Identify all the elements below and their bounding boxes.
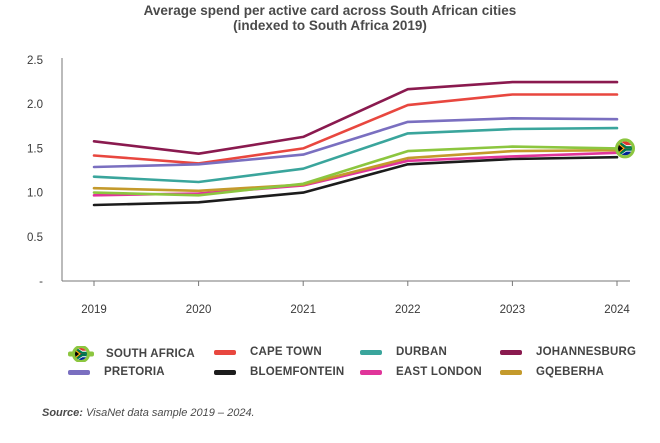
y-tick-label: 2.0 [27, 99, 43, 111]
x-tick-label: 2023 [500, 304, 526, 316]
series-line-pretoria [92, 117, 619, 169]
x-tick-label: 2020 [186, 304, 212, 316]
y-tick-label: 0.5 [27, 232, 43, 244]
source-text: VisaNet data sample 2019 – 2024. [86, 407, 255, 419]
x-tick-label: 2022 [395, 304, 421, 316]
series-line-cape-town [92, 93, 619, 165]
source-label: Source: [42, 407, 83, 419]
series-line-south-africa [92, 145, 619, 197]
chart-title: Average spend per active card across Sou… [143, 3, 517, 18]
series-line-johannesburg [92, 80, 619, 155]
series-line-durban [92, 126, 619, 184]
chart-subtitle: (indexed to South Africa 2019) [233, 18, 427, 33]
x-tick-label: 2019 [81, 304, 107, 316]
south-africa-flag-icon [615, 138, 635, 159]
x-tick-label: 2021 [290, 304, 316, 316]
series-line-bloemfontein [92, 155, 619, 207]
x-tick-label: 2024 [604, 304, 630, 316]
source-note: Source: VisaNet data sample 2019 – 2024. [42, 407, 255, 419]
series-line-gqeberha [92, 148, 619, 193]
y-tick-label: - [39, 276, 43, 288]
y-tick-label: 1.5 [27, 143, 43, 155]
y-tick-label: 2.5 [27, 55, 43, 67]
y-tick-label: 1.0 [27, 188, 43, 200]
